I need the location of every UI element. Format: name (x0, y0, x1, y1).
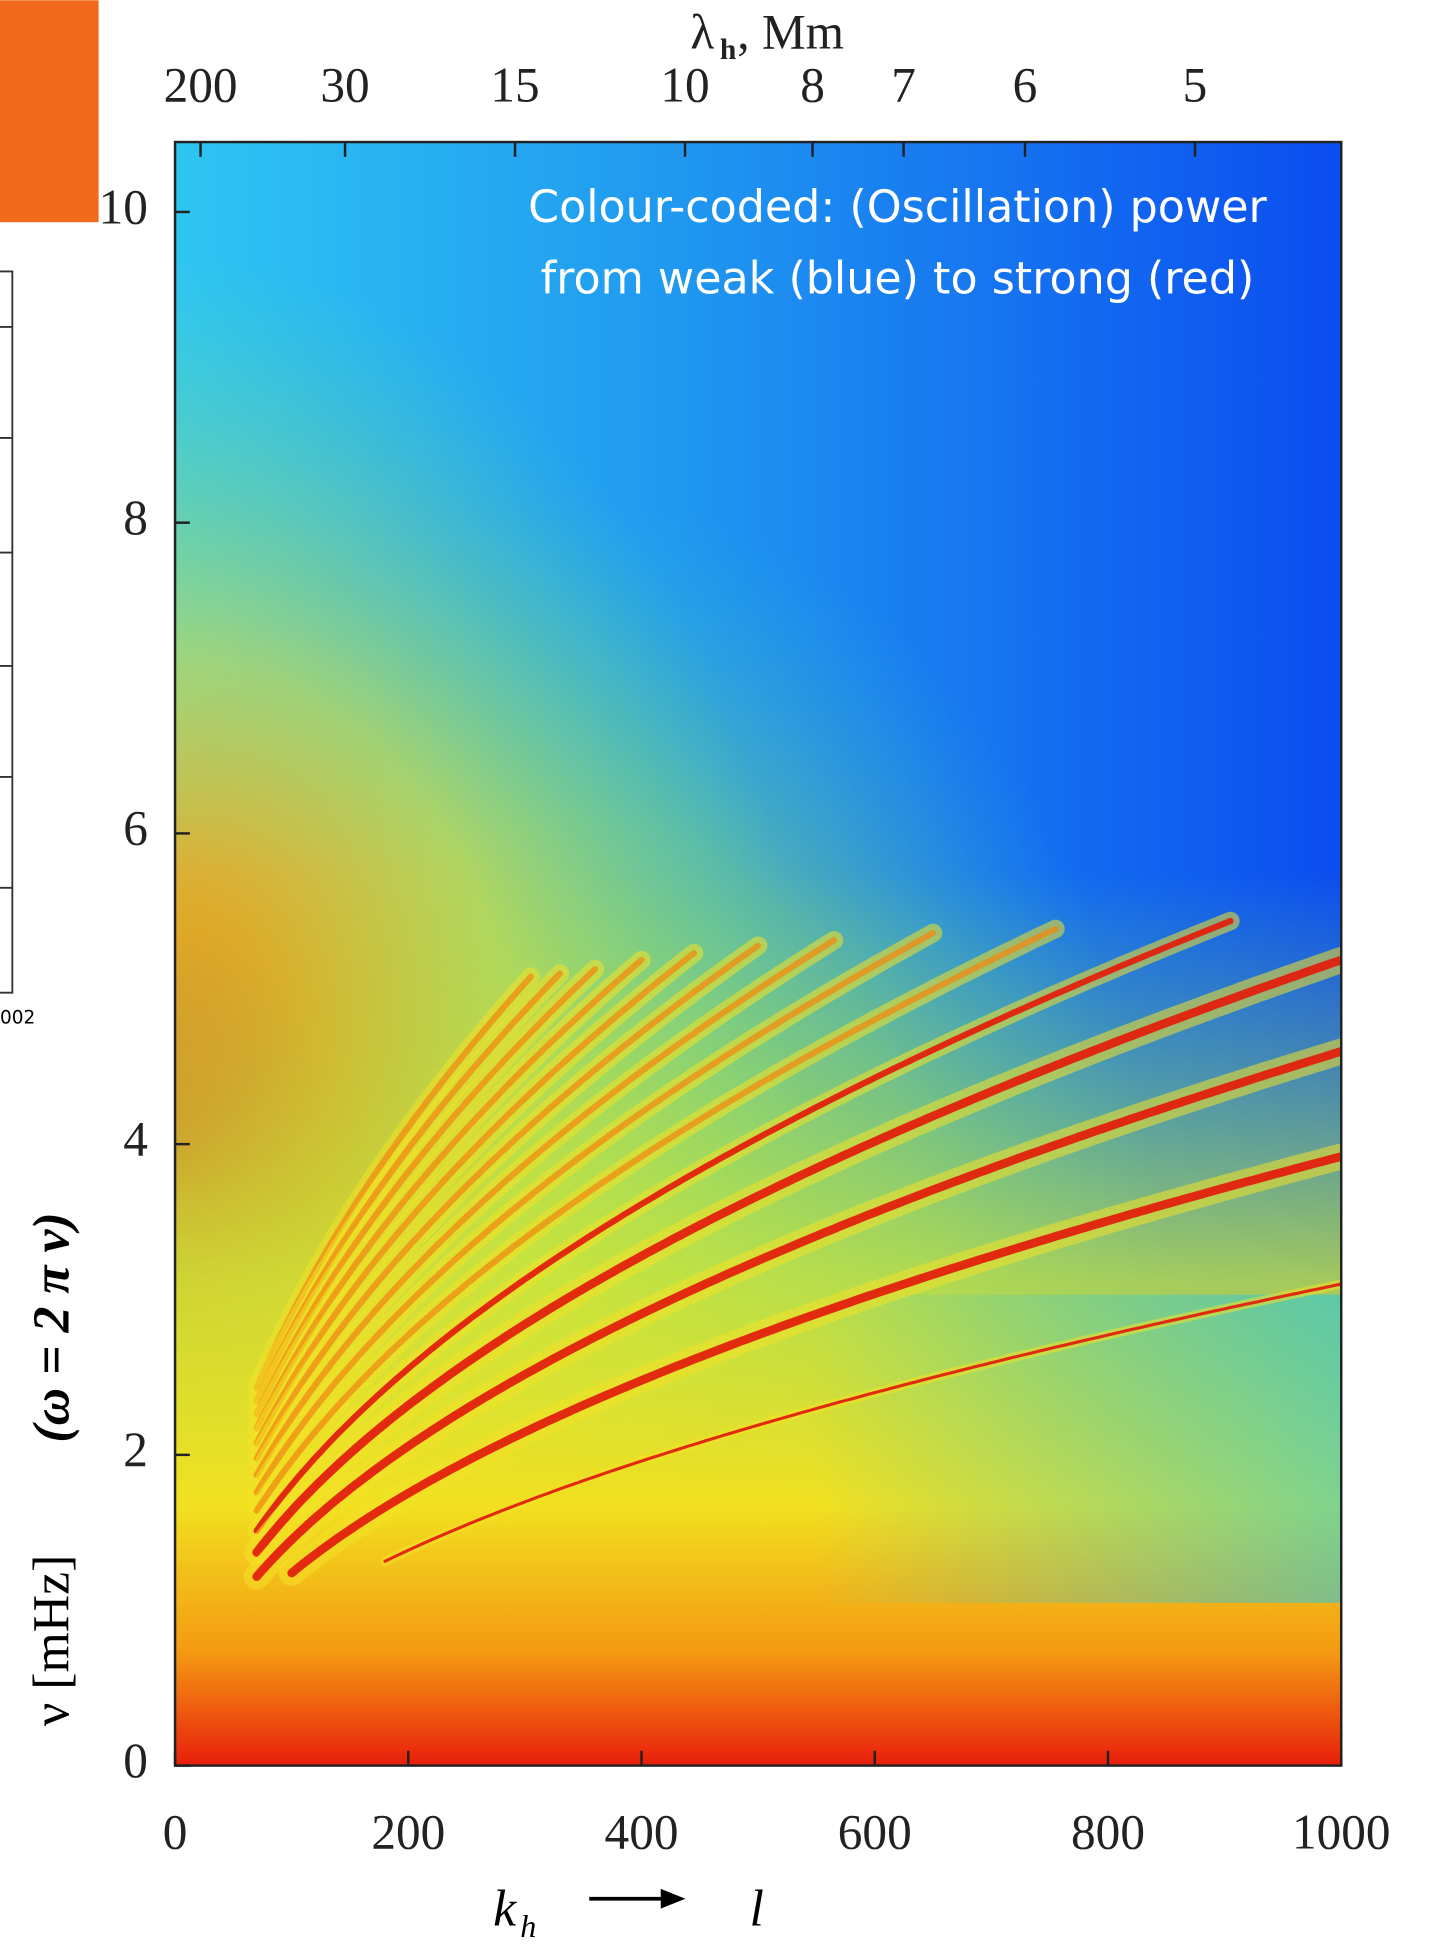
ridge (252, 1047, 1342, 1581)
top-axis-title: λ h , Mm (690, 5, 844, 66)
ridge (253, 942, 762, 1462)
x-tick-label: 0 (163, 1804, 188, 1859)
x2-tick-label: 10 (660, 58, 709, 113)
axis-subscript: h (520, 1908, 536, 1944)
ridge (253, 925, 1059, 1514)
x-tick-label: 600 (838, 1804, 912, 1859)
fragment-ticks (0, 326, 13, 889)
ridge (253, 917, 1234, 1534)
power-map (175, 142, 1342, 1766)
fragment-frame (0, 270, 14, 994)
x2-tick-label: 30 (320, 58, 369, 113)
y-label: ν [mHz] (24, 1555, 81, 1726)
x2-tick-label: 15 (490, 58, 539, 113)
ridge (253, 956, 645, 1432)
ridge (252, 955, 1342, 1557)
fragment-label: 002 (0, 1008, 35, 1029)
axis-symbol: λ (690, 5, 714, 60)
ridge (383, 1282, 1342, 1563)
y-tick-label: 4 (123, 1111, 148, 1166)
x-tick-label: 400 (605, 1804, 679, 1859)
axis-target: l (750, 1880, 764, 1937)
y-tick-label: 2 (123, 1422, 148, 1477)
axis-unit: , Mm (737, 5, 844, 60)
annotation: from weak (blue) to strong (red) (541, 253, 1255, 304)
ridge (253, 949, 698, 1447)
x2-tick-label: 5 (1183, 58, 1208, 113)
y-label: (ω = 2 π ν) (24, 1212, 81, 1442)
ridge (253, 929, 937, 1496)
y-tick-label: 6 (123, 801, 148, 856)
axis-symbol: k (493, 1880, 517, 1937)
x-tick-label: 1000 (1292, 1804, 1391, 1859)
x2-tick-label: 8 (800, 58, 825, 113)
y-tick-label: 0 (123, 1733, 148, 1788)
y-tick-label: 8 (123, 490, 148, 545)
accent-box (0, 0, 99, 223)
axis-subscript: h (720, 34, 736, 66)
x-tick-label: 200 (371, 1804, 445, 1859)
ridge (253, 937, 838, 1479)
x-axis-title: k h l (493, 1880, 764, 1944)
y-tick-label: 10 (99, 179, 148, 234)
annotation: Colour-coded: (Oscillation) power (528, 182, 1267, 233)
ridge (287, 1152, 1342, 1578)
plot-frame (173, 140, 1343, 1767)
x2-tick-label: 200 (164, 58, 238, 113)
x2-tick-label: 7 (891, 58, 916, 113)
x2-tick-label: 6 (1013, 58, 1038, 113)
side-fragment: 002 (0, 270, 35, 1029)
y-axis-title: ν [mHz] (ω = 2 π ν) (24, 1212, 81, 1726)
ridge (253, 966, 599, 1418)
x-tick-label: 800 (1071, 1804, 1145, 1859)
arrow-head (660, 1888, 686, 1909)
